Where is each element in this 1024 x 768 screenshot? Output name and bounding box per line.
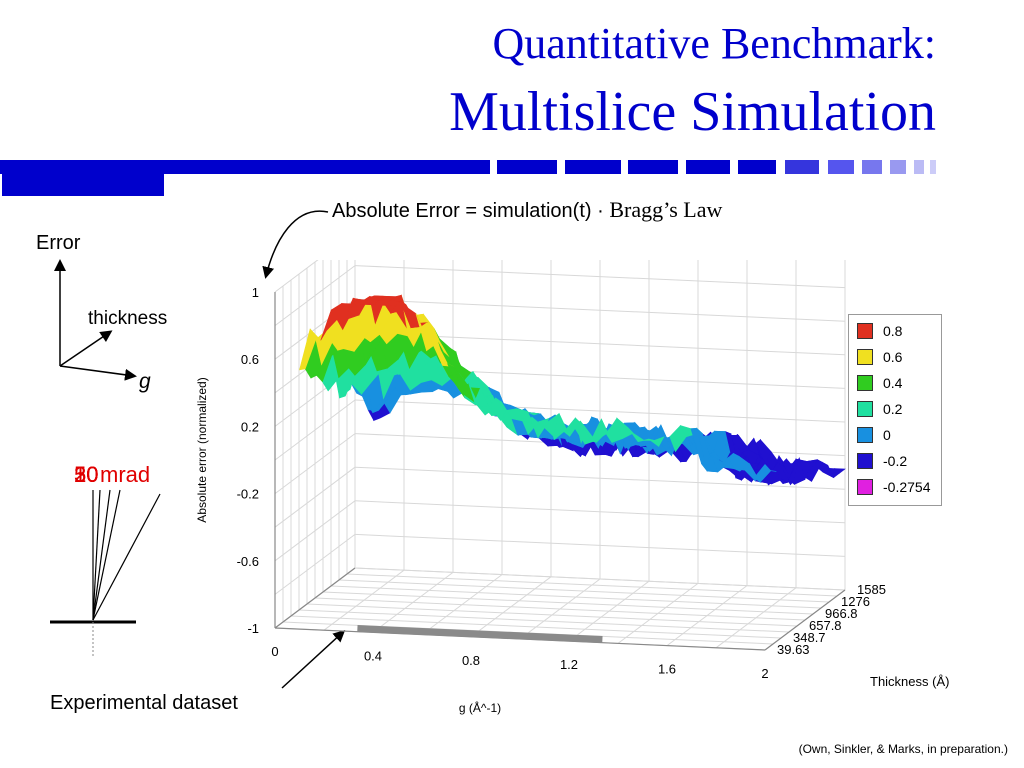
legend-swatch xyxy=(857,349,873,365)
chart-grid xyxy=(274,260,846,651)
surface-chart: 1 0.6 0.2 -0.2 -0.6 -1 0 0.4 0.8 1.2 1.6 2 39.63348.… xyxy=(195,260,949,715)
legend-label: -0.2754 xyxy=(883,479,931,495)
z-tick-label: 0.2 xyxy=(241,419,259,434)
y-tick-label: 348.7 xyxy=(793,630,826,645)
beam-fan xyxy=(92,489,161,621)
accent-block xyxy=(2,164,164,196)
grid-line xyxy=(338,579,830,603)
z-tick-label: 0.6 xyxy=(241,352,259,367)
grid-line xyxy=(314,597,806,621)
legend-label: -0.2 xyxy=(883,453,908,469)
formula-law: Bragg’s Law xyxy=(609,197,723,222)
axis-line xyxy=(764,589,846,651)
legend-item: 0.6 xyxy=(857,347,902,367)
x-tick-label: 0 xyxy=(271,644,278,659)
z-tick-label: -0.2 xyxy=(237,487,259,502)
surface-patch xyxy=(753,463,772,483)
legend-item: 0.8 xyxy=(857,321,902,341)
formula-pointer-arrow xyxy=(262,210,329,279)
legend-item: 0.4 xyxy=(857,373,902,393)
axis-line xyxy=(274,567,356,629)
sketch-g-axis xyxy=(59,365,137,381)
x-axis-title: g (Å^-1) xyxy=(459,700,501,715)
grid-line xyxy=(298,609,790,633)
legend-item: 0.2 xyxy=(857,399,902,419)
y-tick-label: 657.8 xyxy=(809,618,842,633)
accent-segments xyxy=(0,160,1024,176)
citation: (Own, Sinkler, & Marks, in preparation.) xyxy=(798,742,1008,756)
x-tick-label: 0.8 xyxy=(462,653,480,668)
legend-label: 0.6 xyxy=(883,349,903,365)
y-tick-label: 966.8 xyxy=(825,606,858,621)
legend-item: -0.2754 xyxy=(857,477,930,497)
z-axis-title: Absolute error (normalized) xyxy=(195,377,209,522)
sketch-g-label: g xyxy=(139,370,151,393)
x-tick-label: 1.2 xyxy=(560,657,578,672)
x-tick-label: 2 xyxy=(761,666,768,681)
grid-line xyxy=(330,585,822,609)
y-axis-title: Thickness (Å) xyxy=(870,674,949,689)
legend-swatch xyxy=(857,375,873,391)
formula-label: Absolute Error = simulation(t) · Bragg’s… xyxy=(332,197,722,223)
grid-line xyxy=(346,573,838,597)
error-surface xyxy=(299,294,846,644)
legend-swatch xyxy=(857,479,873,495)
legend-label: 0.2 xyxy=(883,401,903,417)
sketch-thickness-label: thickness xyxy=(88,308,168,329)
y-tick-label: 39.63 xyxy=(777,642,810,657)
slide-title-line2: Multislice Simulation xyxy=(449,81,936,143)
grid-line xyxy=(322,591,814,615)
x-tick-label: 0.4 xyxy=(364,648,382,663)
mrad-label-50: 50 xyxy=(74,462,99,487)
legend-label: 0 xyxy=(883,427,891,443)
sketch-thickness-axis xyxy=(59,330,113,367)
experimental-dataset-label: Experimental dataset xyxy=(50,692,238,714)
mrad-label-10: 10 xyxy=(74,462,99,487)
x-tick-label: 1.6 xyxy=(658,662,676,677)
legend-item: -0.2 xyxy=(857,451,907,471)
legend-swatch xyxy=(857,427,873,443)
mrad-label-20: 20 xyxy=(74,462,99,487)
grid-line xyxy=(306,603,798,627)
legend-item: 0 xyxy=(857,425,891,445)
mrad-unit-label: mrad xyxy=(100,462,151,487)
grid-line xyxy=(354,567,846,591)
experimental-pointer-arrow xyxy=(281,629,346,689)
z-tick-label: -1 xyxy=(247,621,259,636)
slide-title-line1: Quantitative Benchmark: xyxy=(492,19,936,68)
sketch-error-label: Error xyxy=(36,232,81,254)
mrad-label-30: 30 xyxy=(74,462,99,487)
experimental-dataset-bar xyxy=(357,625,603,644)
y-tick-label: 1276 xyxy=(841,594,870,609)
chart-legend: 0.8 0.6 0.4 0.2 0 -0.2 -0.2754 xyxy=(848,314,942,506)
legend-label: 0.8 xyxy=(883,323,903,339)
formula-text: Absolute Error = simulation(t) · xyxy=(332,200,610,222)
y-tick-label: 1585 xyxy=(857,582,886,597)
chart-ticks: 1 0.6 0.2 -0.2 -0.6 -1 0 0.4 0.8 1.2 1.6 2 39.63348.… xyxy=(195,285,949,715)
z-tick-label: 1 xyxy=(252,285,259,300)
legend-label: 0.4 xyxy=(883,375,903,391)
legend-swatch xyxy=(857,453,873,469)
legend-swatch xyxy=(857,401,873,417)
legend-swatch xyxy=(857,323,873,339)
grid-line xyxy=(290,615,782,639)
z-tick-label: -0.6 xyxy=(237,554,259,569)
